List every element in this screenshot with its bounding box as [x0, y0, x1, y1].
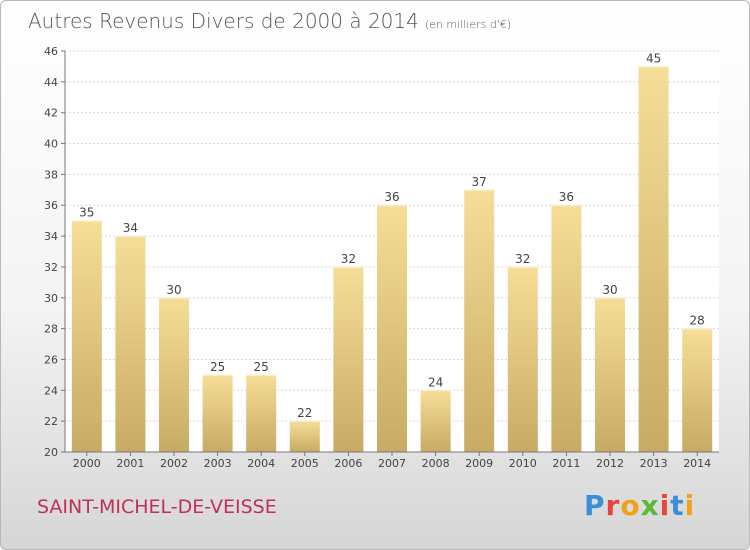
chart-title: Autres Revenus Divers de 2000 à 2014 (en …	[28, 9, 511, 33]
axes	[61, 50, 719, 456]
bar	[420, 390, 451, 452]
x-tick-label: 2012	[596, 457, 624, 470]
data-label: 35	[79, 206, 94, 220]
data-label: 45	[646, 51, 661, 65]
data-label: 37	[472, 175, 487, 189]
data-label: 36	[384, 190, 399, 204]
bar	[595, 297, 625, 452]
proxiti-logo: Proxiti	[584, 489, 695, 522]
bar	[333, 266, 364, 452]
bar	[115, 236, 146, 452]
data-label: 25	[254, 360, 269, 374]
bar	[464, 189, 495, 453]
data-label: 22	[297, 406, 312, 420]
logo-letter: i	[659, 489, 671, 522]
data-label: 32	[341, 252, 356, 266]
data-label: 34	[123, 221, 138, 235]
x-tick-label: 2000	[73, 457, 101, 470]
data-label: 25	[210, 360, 225, 374]
y-tick-label: 46	[44, 45, 58, 58]
x-tick-label: 2002	[160, 457, 188, 470]
logo-letter: x	[640, 489, 660, 522]
x-tick-label: 2004	[247, 457, 275, 470]
chart-unit: (en milliers d'€)	[424, 18, 512, 31]
bar	[507, 266, 538, 452]
y-tick-label: 30	[44, 292, 58, 305]
y-tick-label: 32	[44, 261, 58, 274]
logo-letter: r	[605, 489, 621, 522]
data-label: 36	[559, 190, 574, 204]
x-tick-label: 2006	[334, 457, 362, 470]
y-tick-label: 42	[44, 107, 58, 120]
bar	[246, 374, 277, 452]
bar	[551, 205, 582, 452]
data-label: 28	[690, 314, 705, 328]
x-tick-label: 2014	[683, 457, 711, 470]
bar	[159, 297, 189, 452]
x-tick-label: 2007	[378, 457, 406, 470]
y-tick-label: 38	[44, 168, 58, 181]
chart-title-text: Autres Revenus Divers de 2000 à 2014	[28, 9, 419, 33]
y-tick-label: 28	[44, 323, 58, 336]
x-tick-label: 2013	[640, 457, 668, 470]
y-tick-label: 40	[44, 138, 58, 151]
x-tick-label: 2003	[204, 457, 232, 470]
x-tick-label: 2009	[465, 457, 493, 470]
x-tick-labels: 2000 2001 2002 2003 2004 2005 2006 2007 2008 2009…	[73, 457, 711, 470]
data-label: 30	[166, 283, 181, 297]
y-tick-label: 22	[44, 415, 58, 428]
bar	[638, 66, 669, 452]
data-label: 32	[515, 252, 530, 266]
data-label: 24	[428, 375, 443, 389]
y-tick-label: 26	[44, 353, 58, 366]
x-tick-label: 2001	[116, 457, 144, 470]
bar	[202, 374, 233, 452]
y-tick-labels: 20 22 24 26 28 30 32 34 36 38 40 42 44 46	[44, 45, 58, 459]
commune-name: SAINT-MICHEL-DE-VEISSE	[37, 496, 277, 518]
bar	[682, 328, 713, 452]
y-tick-label: 34	[44, 230, 58, 243]
data-labels: 35 34 30 25 25 22 32 36 24 37 32 36 30 45 28	[79, 51, 705, 420]
logo-letter: t	[670, 489, 685, 522]
y-tick-label: 24	[44, 384, 58, 397]
logo-letter: i	[684, 489, 696, 522]
y-tick-label: 20	[44, 446, 58, 459]
data-label: 30	[602, 283, 617, 297]
x-tick-label: 2011	[552, 457, 580, 470]
bar	[71, 220, 102, 452]
x-tick-label: 2008	[422, 457, 450, 470]
logo-letter: P	[584, 489, 606, 522]
y-tick-label: 36	[44, 199, 58, 212]
logo-letter: o	[620, 489, 641, 522]
bar	[289, 421, 320, 452]
x-tick-label: 2005	[291, 457, 319, 470]
bars	[71, 66, 713, 453]
x-tick-label: 2010	[509, 457, 537, 470]
y-tick-label: 44	[44, 76, 58, 89]
bar	[377, 205, 407, 452]
